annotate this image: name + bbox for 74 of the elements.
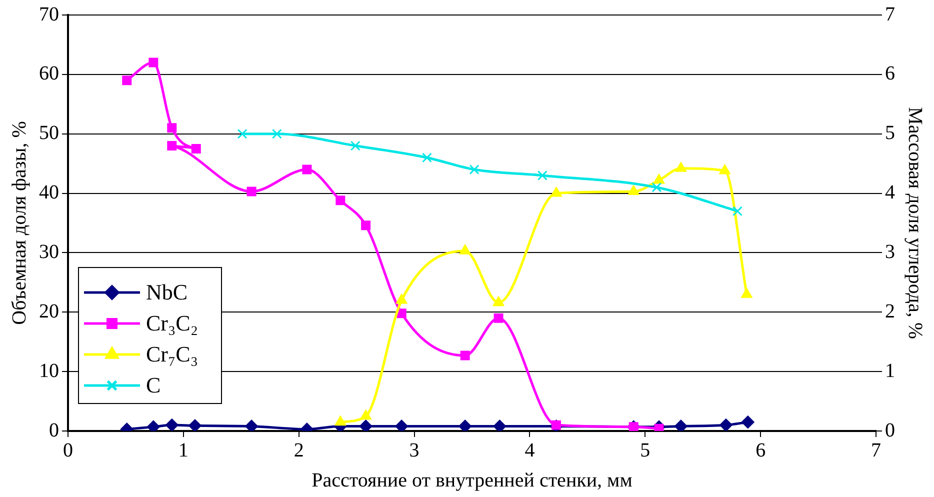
- y-tick-label: 0: [49, 419, 59, 442]
- point: [494, 313, 504, 323]
- x-tick-label: 0: [63, 439, 73, 462]
- point: [396, 308, 406, 318]
- y2-tick-label: 3: [885, 240, 895, 263]
- point: [146, 420, 160, 431]
- point: [460, 350, 470, 360]
- y2-tick-label: 6: [885, 62, 895, 85]
- point: [422, 152, 432, 163]
- x-tick-label: 1: [178, 439, 188, 462]
- y-tick-label: 30: [39, 240, 59, 263]
- point: [245, 420, 258, 431]
- x-tick-label: 5: [640, 439, 650, 462]
- point: [302, 164, 312, 174]
- point: [350, 140, 360, 151]
- point: [272, 128, 282, 139]
- point: [741, 288, 752, 298]
- y-tick-label: 70: [39, 3, 59, 26]
- point: [628, 185, 640, 196]
- point: [675, 162, 687, 172]
- point: [396, 294, 408, 304]
- x-tick-label: 2: [294, 439, 304, 462]
- point: [167, 141, 177, 150]
- point: [167, 123, 177, 133]
- point: [674, 420, 688, 431]
- y2-tick-label: 5: [885, 122, 895, 144]
- y2-tick-label: 4: [885, 182, 895, 204]
- y2-axis-title: Массовая доля углерода, %: [904, 107, 926, 339]
- point: [395, 420, 408, 431]
- x-tick-label: 3: [409, 439, 420, 462]
- legend-label: Cr₇C₃: [146, 341, 198, 366]
- point: [719, 418, 732, 431]
- legend-label: NbC: [146, 279, 188, 304]
- point: [191, 144, 201, 154]
- point: [336, 196, 346, 206]
- point: [732, 206, 742, 216]
- x-tick-label: 7: [871, 439, 881, 462]
- y2-tick-label: 7: [885, 3, 895, 26]
- y-tick-label: 50: [39, 122, 59, 144]
- point: [492, 296, 504, 306]
- y-tick-label: 10: [39, 360, 59, 382]
- point: [741, 416, 754, 429]
- point: [652, 182, 662, 192]
- point: [719, 164, 730, 174]
- y2-tick-label: 1: [885, 360, 895, 382]
- point: [469, 164, 480, 175]
- point: [148, 58, 158, 68]
- point: [493, 420, 506, 431]
- point: [654, 424, 664, 431]
- y-tick-label: 20: [39, 300, 59, 322]
- point: [165, 418, 178, 431]
- point: [188, 419, 202, 431]
- point: [537, 170, 548, 180]
- y-axis-title: Объемная доля фазы, %: [8, 121, 30, 325]
- point: [458, 420, 472, 431]
- y2-tick-label: 2: [885, 300, 895, 322]
- point: [334, 416, 346, 426]
- y2-tick-label: 0: [885, 419, 895, 442]
- point: [361, 220, 371, 230]
- point: [653, 174, 665, 184]
- x-tick-label: 4: [524, 439, 535, 462]
- point: [359, 420, 372, 431]
- y-tick-label: 60: [39, 62, 59, 85]
- legend-label: C: [146, 372, 161, 398]
- y-tick-label: 40: [39, 182, 59, 204]
- x-tick-label: 6: [756, 439, 766, 462]
- x-axis-title: Расстояние от внутренней стенки, мм: [312, 469, 633, 492]
- point: [122, 76, 132, 86]
- point: [360, 410, 372, 420]
- point: [246, 186, 256, 196]
- point: [550, 186, 562, 197]
- legend-label: Cr₃C₂: [146, 310, 198, 336]
- point: [237, 128, 248, 139]
- point: [459, 244, 471, 254]
